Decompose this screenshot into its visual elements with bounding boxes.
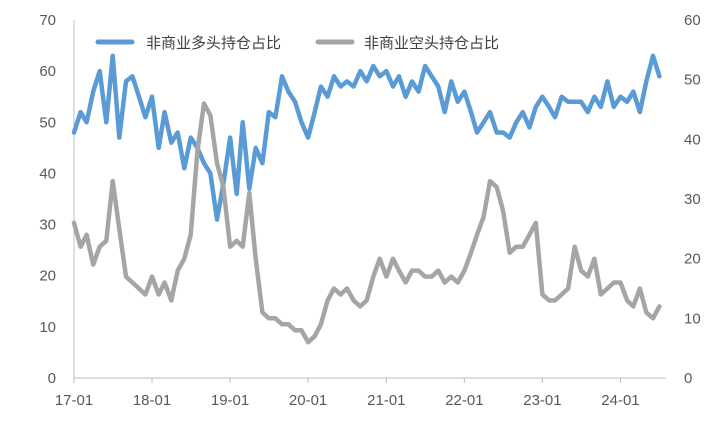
left-tick-label: 0	[48, 370, 56, 387]
right-tick-label: 40	[684, 131, 701, 148]
x-tick-label: 19-01	[211, 392, 249, 409]
legend-label-short: 非商业空头持仓占比	[364, 34, 499, 52]
left-tick-label: 10	[39, 319, 56, 336]
left-tick-label: 50	[39, 114, 56, 131]
legend-label-long: 非商业多头持仓占比	[146, 34, 281, 52]
x-tick-label: 18-01	[133, 392, 171, 409]
x-tick-label: 24-01	[601, 392, 639, 409]
series-line-long	[71, 53, 662, 222]
x-tick-label: 22-01	[445, 392, 483, 409]
right-tick-label: 10	[684, 310, 701, 327]
left-tick-label: 60	[39, 63, 56, 80]
series-line-short	[71, 101, 662, 345]
left-tick-label: 20	[39, 268, 56, 285]
right-tick-label: 0	[684, 370, 692, 387]
right-tick-label: 30	[684, 191, 701, 208]
left-axis: 0 10 20 30 40 50 60 70	[39, 12, 75, 387]
right-tick-label: 20	[684, 251, 701, 268]
right-axis: 0 10 20 30 40 50 60	[684, 12, 701, 387]
legend: 非商业多头持仓占比 非商业空头持仓占比	[95, 34, 499, 52]
right-tick-label: 50	[684, 72, 701, 89]
x-tick-label: 17-01	[55, 392, 93, 409]
left-tick-label: 70	[39, 12, 56, 29]
left-tick-label: 40	[39, 165, 56, 182]
series-layer	[71, 53, 662, 345]
right-tick-label: 60	[684, 12, 701, 29]
x-axis: 17-01 18-01 19-01 20-01 21-01 22-01 23-01 24-01	[55, 377, 666, 409]
x-tick-label: 23-01	[523, 392, 561, 409]
x-tick-label: 21-01	[367, 392, 405, 409]
x-tick-label: 20-01	[289, 392, 327, 409]
left-tick-label: 30	[39, 217, 56, 234]
